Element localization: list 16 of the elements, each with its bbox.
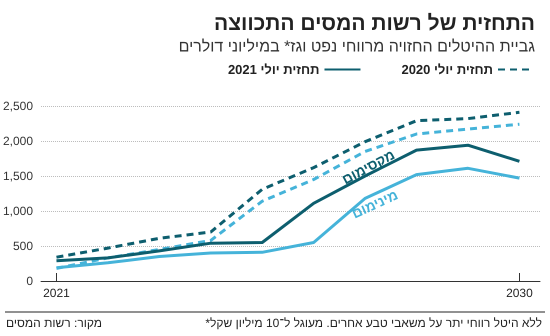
chart-title: התחזית של רשות המסים התכווצה	[214, 12, 536, 35]
text: מקור: רשות המסים	[6, 316, 102, 330]
x-tick-label: 2030	[506, 286, 534, 300]
chart-subtitle: גביית ההיטלים החזויה מרווחי נפט וגז* במיליוני דולרים	[178, 38, 536, 56]
text: *ללא היטל רווחי יתר על משאבי טבע אחרים. מעוגל ל־10 מיליון שקל	[205, 316, 542, 330]
annotation: מקסימום	[339, 146, 398, 188]
annotation: מינימום	[349, 186, 400, 222]
y-tick-label: 0	[26, 274, 34, 288]
y-tick-label: 2,500	[3, 99, 34, 113]
y-tick-label: 2,000	[3, 134, 34, 148]
y-tick-label: 500	[13, 239, 34, 253]
y-tick-label: 1,000	[3, 204, 34, 218]
legend-label: תחזית יולי 2021	[228, 62, 320, 77]
x-tick-label: 2021	[43, 286, 70, 300]
y-tick-label: 1,500	[3, 169, 34, 183]
legend-label: תחזית יולי 2020	[401, 62, 493, 77]
